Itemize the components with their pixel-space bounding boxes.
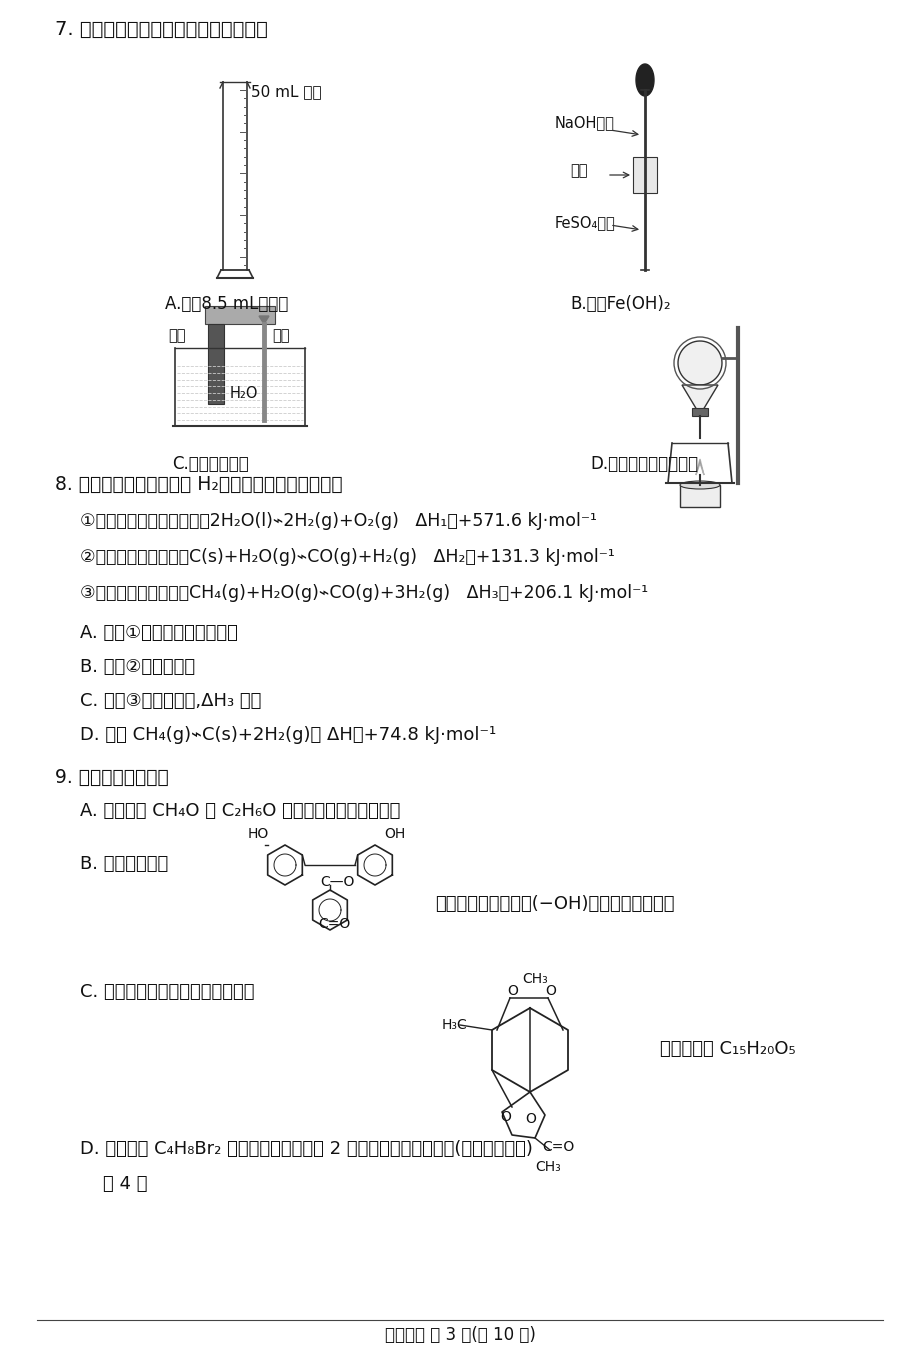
Polygon shape [635, 64, 653, 96]
Text: 铁钉: 铁钉 [272, 328, 289, 343]
Text: 50 mL 量筒: 50 mL 量筒 [251, 84, 322, 99]
Text: ，分子式是 C₁₅H₂₀O₅: ，分子式是 C₁₅H₂₀O₅ [659, 1040, 795, 1057]
Text: O: O [525, 1112, 535, 1127]
Text: FeSO₄溶液: FeSO₄溶液 [554, 215, 615, 230]
Text: 煤油: 煤油 [570, 162, 587, 177]
Text: 化学试题 第 3 页(共 10 页): 化学试题 第 3 页(共 10 页) [384, 1326, 535, 1345]
Text: OH: OH [383, 827, 404, 841]
Text: NaOH溶液: NaOH溶液 [554, 115, 614, 130]
Text: D. 反应 CH₄(g)⌁C(s)+2H₂(g)的 ΔH＝+74.8 kJ·mol⁻¹: D. 反应 CH₄(g)⌁C(s)+2H₂(g)的 ΔH＝+74.8 kJ·mo… [80, 726, 495, 743]
Text: B.制备Fe(OH)₂: B.制备Fe(OH)₂ [570, 295, 670, 313]
Text: A. 反应①中电能转化为化学能: A. 反应①中电能转化为化学能 [80, 624, 238, 642]
Text: C—O: C—O [320, 875, 354, 890]
Bar [205, 306, 275, 324]
Text: D. 分子式为 C₄H₈Br₂ 的有机物，分子中含 2 个甲基的同分异构体有(不含立体异构): D. 分子式为 C₄H₈Br₂ 的有机物，分子中含 2 个甲基的同分异构体有(不… [80, 1140, 532, 1158]
Polygon shape [259, 315, 268, 324]
Text: O: O [499, 1110, 510, 1124]
Text: 8. 通过以下反应均可获取 H₂。下列有关说法正确的是: 8. 通过以下反应均可获取 H₂。下列有关说法正确的是 [55, 475, 342, 494]
Text: B. 酚酞的结构为: B. 酚酞的结构为 [80, 854, 168, 873]
Bar [691, 408, 708, 416]
Text: A.量取8.5 mL稀硫酸: A.量取8.5 mL稀硫酸 [165, 295, 288, 313]
Text: C. 治疗疟疾的青蒿素的结构简式为: C. 治疗疟疾的青蒿素的结构简式为 [80, 983, 255, 1001]
Text: 7. 下列装置或操作能达到实验目的的是: 7. 下列装置或操作能达到实验目的的是 [55, 20, 267, 39]
Text: 石墨: 石墨 [168, 328, 186, 343]
Bar [208, 324, 223, 403]
Text: C.防止铁钉生锈: C.防止铁钉生锈 [172, 455, 248, 473]
Text: ，其结构中含有羟基(−OH)，故酚酞属于醇类: ，其结构中含有羟基(−OH)，故酚酞属于醇类 [435, 895, 674, 913]
Text: B. 反应②为放热反应: B. 反应②为放热反应 [80, 658, 195, 676]
Text: C=O: C=O [541, 1140, 573, 1154]
Text: ③甲烷与水反应制氢：CH₄(g)+H₂O(g)⌁CO(g)+3H₂(g)   ΔH₃＝+206.1 kJ·mol⁻¹: ③甲烷与水反应制氢：CH₄(g)+H₂O(g)⌁CO(g)+3H₂(g) ΔH₃… [80, 584, 648, 603]
Ellipse shape [679, 481, 720, 489]
Text: 有 4 种: 有 4 种 [80, 1175, 147, 1193]
Polygon shape [681, 385, 717, 410]
Text: O: O [506, 984, 517, 998]
Polygon shape [696, 459, 703, 475]
Text: CH₃: CH₃ [535, 1160, 561, 1174]
Polygon shape [677, 341, 721, 385]
Text: CH₃: CH₃ [521, 972, 547, 986]
Bar [632, 157, 656, 194]
Text: ①太阳光催化分解水制氢：2H₂O(l)⌁2H₂(g)+O₂(g)   ΔH₁＝+571.6 kJ·mol⁻¹: ①太阳光催化分解水制氢：2H₂O(l)⌁2H₂(g)+O₂(g) ΔH₁＝+57… [80, 512, 596, 529]
Text: C=O: C=O [318, 917, 350, 932]
Text: H₂O: H₂O [230, 386, 258, 401]
Text: 9. 下列说法正确的是: 9. 下列说法正确的是 [55, 768, 168, 787]
Text: D.用酒精萃取水中的溴: D.用酒精萃取水中的溴 [589, 455, 698, 473]
Text: O: O [544, 984, 555, 998]
Text: C. 反应③使用催化剂,ΔH₃ 减小: C. 反应③使用催化剂,ΔH₃ 减小 [80, 692, 261, 709]
Text: HO: HO [248, 827, 269, 841]
Text: H₃C: H₃C [441, 1018, 467, 1032]
Text: A. 分子式为 CH₄O 和 C₂H₆O 的有机物一定互为同系物: A. 分子式为 CH₄O 和 C₂H₆O 的有机物一定互为同系物 [80, 802, 400, 821]
Text: ②焦炭与水反应制氢：C(s)+H₂O(g)⌁CO(g)+H₂(g)   ΔH₂＝+131.3 kJ·mol⁻¹: ②焦炭与水反应制氢：C(s)+H₂O(g)⌁CO(g)+H₂(g) ΔH₂＝+1… [80, 548, 614, 566]
Bar [679, 485, 720, 506]
